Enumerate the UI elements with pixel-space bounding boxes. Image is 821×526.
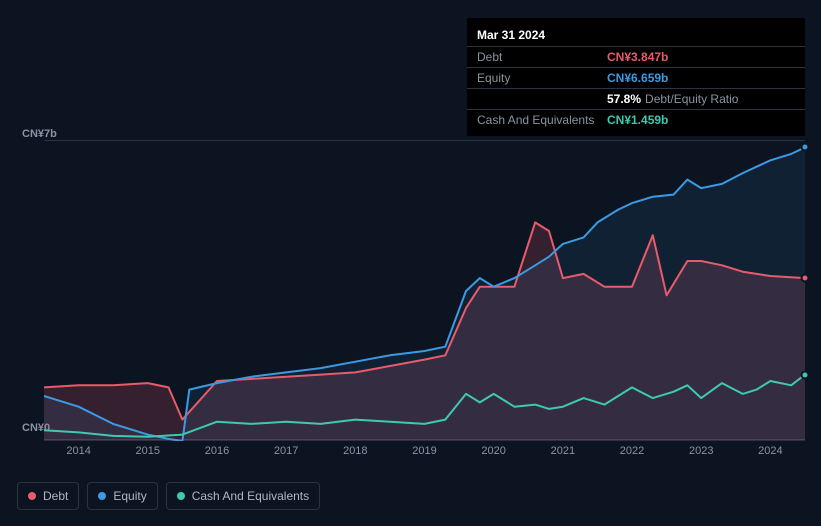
x-tick: 2016 [205,445,229,457]
legend-item-equity[interactable]: Equity [87,482,157,510]
x-tick: 2020 [481,445,505,457]
tooltip-label-equity: Equity [477,71,607,85]
chart-svg [44,141,805,441]
tooltip-value-ratio-pct: 57.8% [607,92,641,106]
legend-dot-debt [28,492,36,500]
legend-label-cash: Cash And Equivalents [192,489,309,503]
tooltip-value-ratio-label: Debt/Equity Ratio [645,92,738,106]
tooltip-label-debt: Debt [477,50,607,64]
series-endpoint-cash [801,370,810,379]
tooltip-value-cash: CN¥1.459b [607,113,668,127]
tooltip-row-equity: Equity CN¥6.659b [467,68,805,89]
y-axis-max-label: CN¥7b [22,128,57,140]
legend-dot-equity [98,492,106,500]
tooltip-row-ratio: 57.8% Debt/Equity Ratio [467,89,805,110]
series-endpoint-debt [801,274,810,283]
x-tick: 2014 [66,445,90,457]
legend-label-equity: Equity [113,489,146,503]
series-endpoint-equity [801,143,810,152]
x-axis: 2014 2015 2016 2017 2018 2019 2020 2021 2022 2023… [44,445,805,465]
tooltip-label-ratio [477,92,607,106]
tooltip-value-debt: CN¥3.847b [607,50,668,64]
chart-area: CN¥7b CN¥0 [17,140,805,440]
legend-item-debt[interactable]: Debt [17,482,79,510]
x-tick: 2022 [620,445,644,457]
chart-plot[interactable] [44,140,805,440]
x-tick: 2015 [136,445,160,457]
tooltip-value-equity: CN¥6.659b [607,71,668,85]
x-tick: 2023 [689,445,713,457]
x-tick: 2018 [343,445,367,457]
x-tick: 2017 [274,445,298,457]
legend-label-debt: Debt [43,489,68,503]
tooltip-row-cash: Cash And Equivalents CN¥1.459b [467,110,805,130]
x-tick: 2024 [758,445,782,457]
chart-legend: Debt Equity Cash And Equivalents [17,482,320,510]
x-tick: 2021 [551,445,575,457]
legend-dot-cash [177,492,185,500]
tooltip-label-cash: Cash And Equivalents [477,113,607,127]
tooltip-date: Mar 31 2024 [467,24,805,47]
legend-item-cash[interactable]: Cash And Equivalents [166,482,320,510]
tooltip-row-debt: Debt CN¥3.847b [467,47,805,68]
x-tick: 2019 [412,445,436,457]
chart-tooltip: Mar 31 2024 Debt CN¥3.847b Equity CN¥6.6… [467,18,805,136]
